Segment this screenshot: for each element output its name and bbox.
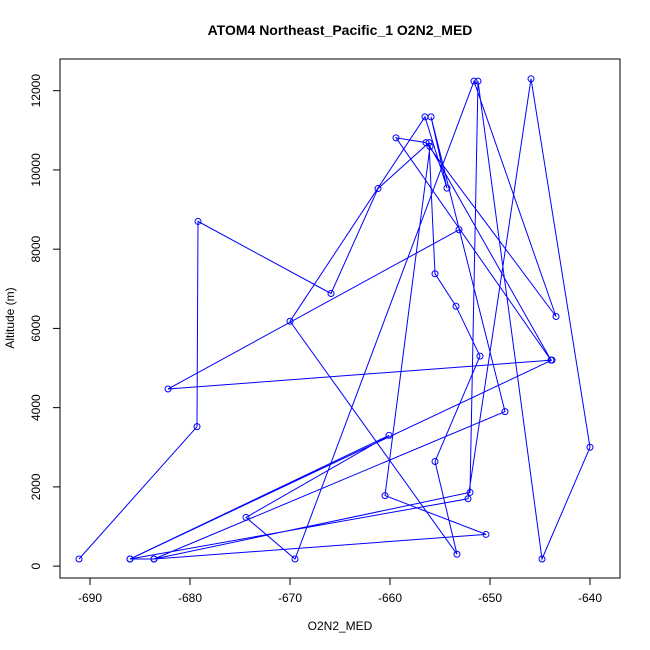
series-layer — [75, 75, 594, 563]
plot-area-border — [59, 58, 621, 579]
y-axis: 0 2000 4000 6000 8000 10000 12000 — [29, 74, 61, 569]
data-point — [501, 408, 509, 416]
data-point — [476, 352, 484, 360]
x-tick-label: -660 — [378, 591, 402, 605]
y-tick-label: 0 — [29, 562, 43, 569]
data-point — [327, 290, 335, 298]
data-point — [455, 226, 463, 234]
x-tick-label: -670 — [278, 591, 302, 605]
data-point — [482, 530, 490, 538]
data-point — [381, 492, 389, 500]
data-point — [291, 555, 299, 563]
data-point — [194, 217, 202, 225]
data-point — [425, 139, 433, 147]
data-point — [193, 423, 201, 431]
data-point — [443, 184, 451, 192]
data-point — [422, 139, 430, 147]
y-axis-label: Altitude (m) — [3, 287, 17, 348]
data-point — [452, 302, 460, 310]
y-tick-label: 10000 — [29, 153, 43, 187]
data-point — [586, 443, 594, 451]
x-tick-label: -690 — [78, 591, 102, 605]
data-point — [466, 488, 474, 496]
data-point — [374, 185, 382, 193]
data-point — [431, 458, 439, 466]
data-point — [538, 555, 546, 563]
y-tick-label: 2000 — [29, 473, 43, 500]
data-point — [552, 313, 560, 321]
data-point — [426, 143, 434, 151]
data-point — [470, 77, 478, 85]
data-point — [75, 555, 83, 563]
data-point — [427, 113, 435, 121]
chart-title: ATOM4 Northeast_Pacific_1 O2N2_MED — [208, 22, 473, 38]
data-point — [527, 75, 535, 83]
x-tick-label: -680 — [178, 591, 202, 605]
data-point — [385, 431, 393, 439]
y-tick-label: 6000 — [29, 315, 43, 342]
data-point — [126, 555, 134, 563]
data-point — [453, 550, 461, 558]
y-tick-label: 12000 — [29, 74, 43, 108]
data-point — [474, 77, 482, 85]
x-axis-label: O2N2_MED — [308, 619, 373, 633]
data-point — [392, 134, 400, 142]
data-point — [286, 317, 294, 325]
x-tick-label: -650 — [478, 591, 502, 605]
series-line — [78, 78, 591, 561]
data-point — [431, 270, 439, 278]
x-axis: -690 -680 -670 -660 -650 -640 — [78, 577, 602, 605]
data-point — [242, 513, 250, 521]
y-tick-label: 8000 — [29, 235, 43, 262]
data-point — [464, 495, 472, 503]
data-point — [164, 385, 172, 393]
data-point — [150, 555, 158, 563]
x-tick-label: -640 — [578, 591, 602, 605]
y-tick-label: 4000 — [29, 394, 43, 421]
data-point — [548, 356, 556, 364]
